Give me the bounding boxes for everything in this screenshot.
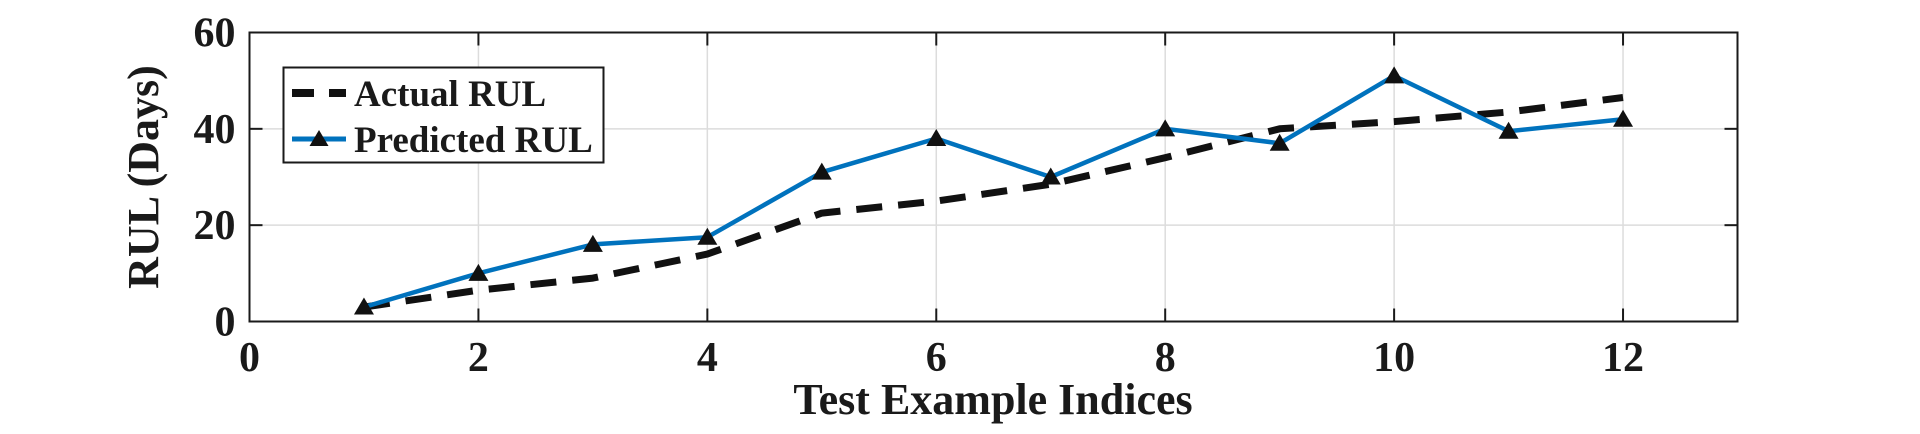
data-point-marker bbox=[353, 297, 374, 315]
series-line-actual-rul bbox=[363, 94, 1624, 311]
y-tick-label: 0 bbox=[215, 300, 236, 346]
data-point-marker bbox=[1155, 119, 1176, 137]
legend bbox=[282, 66, 605, 164]
y-tick-label: 40 bbox=[194, 107, 236, 153]
data-point-marker bbox=[1040, 167, 1061, 185]
legend-entry-label: Actual RUL bbox=[354, 74, 546, 115]
data-point-marker bbox=[1269, 133, 1290, 151]
data-point-marker bbox=[697, 227, 718, 245]
y-tick-label: 20 bbox=[194, 203, 236, 249]
x-tick-label: 2 bbox=[468, 335, 489, 381]
x-tick-label: 4 bbox=[697, 335, 718, 381]
legend-entry-label: Predicted RUL bbox=[354, 120, 593, 161]
x-tick-label: 8 bbox=[1155, 335, 1176, 381]
data-point-marker bbox=[582, 234, 603, 252]
x-tick-label: 10 bbox=[1373, 335, 1415, 381]
x-axis-label: Test Example Indices bbox=[793, 375, 1192, 424]
data-point-marker bbox=[811, 162, 832, 180]
data-point-marker bbox=[468, 263, 489, 281]
series-line-predicted-rul bbox=[363, 73, 1624, 310]
data-point-marker bbox=[926, 128, 947, 146]
x-tick-label: 0 bbox=[239, 335, 260, 381]
plot-frame bbox=[248, 31, 1739, 323]
y-axis-label: RUL (Days) bbox=[119, 65, 168, 289]
data-point-marker bbox=[1498, 121, 1519, 139]
legend-marker-icon bbox=[309, 130, 329, 146]
data-point-marker bbox=[1384, 66, 1405, 84]
x-tick-label: 12 bbox=[1602, 335, 1644, 381]
y-tick-label: 60 bbox=[194, 11, 236, 57]
x-tick-label: 6 bbox=[926, 335, 947, 381]
data-point-marker bbox=[1613, 109, 1634, 127]
